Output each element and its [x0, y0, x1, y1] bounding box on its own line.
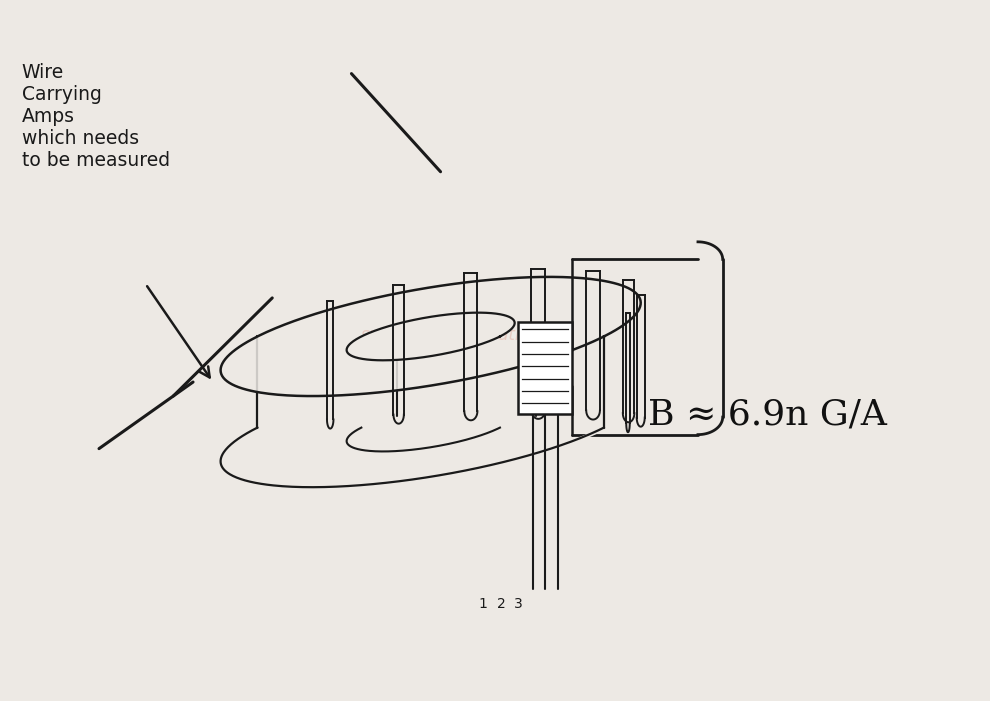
Polygon shape [346, 313, 515, 360]
Polygon shape [221, 277, 641, 396]
Text: Wire
Carrying
Amps
which needs
to be measured: Wire Carrying Amps which needs to be mea… [22, 63, 170, 170]
Text: B ≈ 6.9n G/A: B ≈ 6.9n G/A [648, 397, 887, 431]
Text: swagatam innovations: swagatam innovations [361, 326, 549, 344]
Bar [518, 322, 572, 414]
Text: 1: 1 [479, 597, 487, 611]
Text: 2: 2 [497, 597, 505, 611]
Text: 3: 3 [515, 597, 523, 611]
